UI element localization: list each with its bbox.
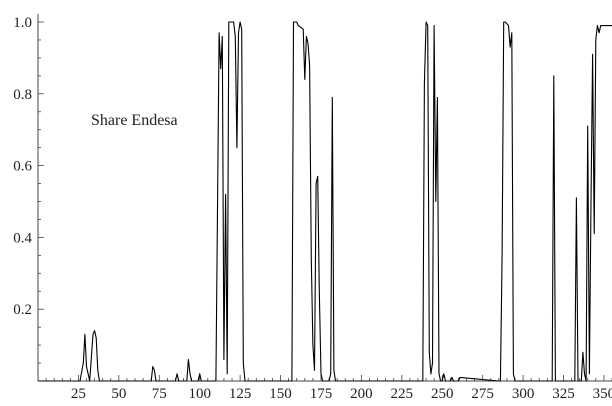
ticks: 25 50 75 100 125 150 175 200 225 250 275 300 325 350 0… bbox=[13, 15, 612, 402]
x-tick-label: 175 bbox=[310, 386, 333, 402]
y-tick-label: 0.2 bbox=[13, 302, 32, 318]
x-tick-label: 350 bbox=[593, 386, 612, 402]
x-tick-label: 50 bbox=[111, 386, 126, 402]
x-tick-label: 150 bbox=[269, 386, 292, 402]
chart-annotation: Share Endesa bbox=[91, 112, 178, 129]
x-tick-label: 75 bbox=[152, 386, 167, 402]
series-layer bbox=[38, 21, 612, 382]
x-tick-label: 125 bbox=[229, 386, 252, 402]
y-tick-label: 0.4 bbox=[13, 230, 32, 246]
axes bbox=[37, 14, 612, 382]
x-tick-label: 200 bbox=[350, 386, 373, 402]
x-tick-label: 300 bbox=[512, 386, 535, 402]
x-tick-label: 325 bbox=[552, 386, 575, 402]
y-tick-label: 0.6 bbox=[13, 159, 32, 175]
x-tick-label: 225 bbox=[391, 386, 414, 402]
series-line-0 bbox=[38, 21, 612, 382]
y-tick-label: 0.8 bbox=[13, 87, 32, 103]
x-tick-label: 25 bbox=[71, 386, 86, 402]
y-tick-label: 1.0 bbox=[13, 15, 32, 31]
x-tick-label: 100 bbox=[188, 386, 211, 402]
x-tick-label: 275 bbox=[471, 386, 494, 402]
x-tick-label: 250 bbox=[431, 386, 454, 402]
